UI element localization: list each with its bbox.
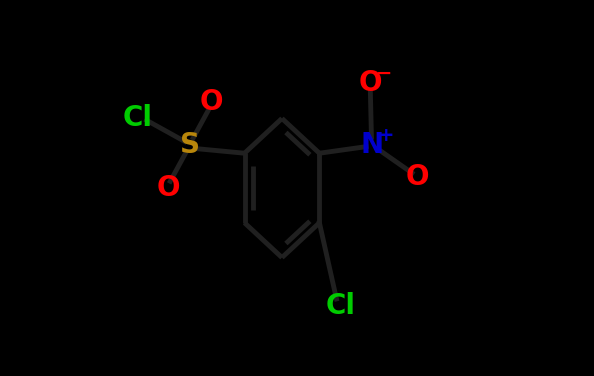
Text: Cl: Cl bbox=[122, 105, 152, 132]
Text: Cl: Cl bbox=[326, 293, 355, 320]
Text: −: − bbox=[377, 64, 393, 83]
Text: N: N bbox=[361, 131, 384, 159]
Text: +: + bbox=[378, 126, 395, 145]
Text: O: O bbox=[156, 174, 180, 202]
Text: O: O bbox=[200, 88, 223, 115]
Text: O: O bbox=[359, 69, 382, 97]
Text: S: S bbox=[180, 131, 200, 159]
Text: O: O bbox=[406, 163, 429, 191]
